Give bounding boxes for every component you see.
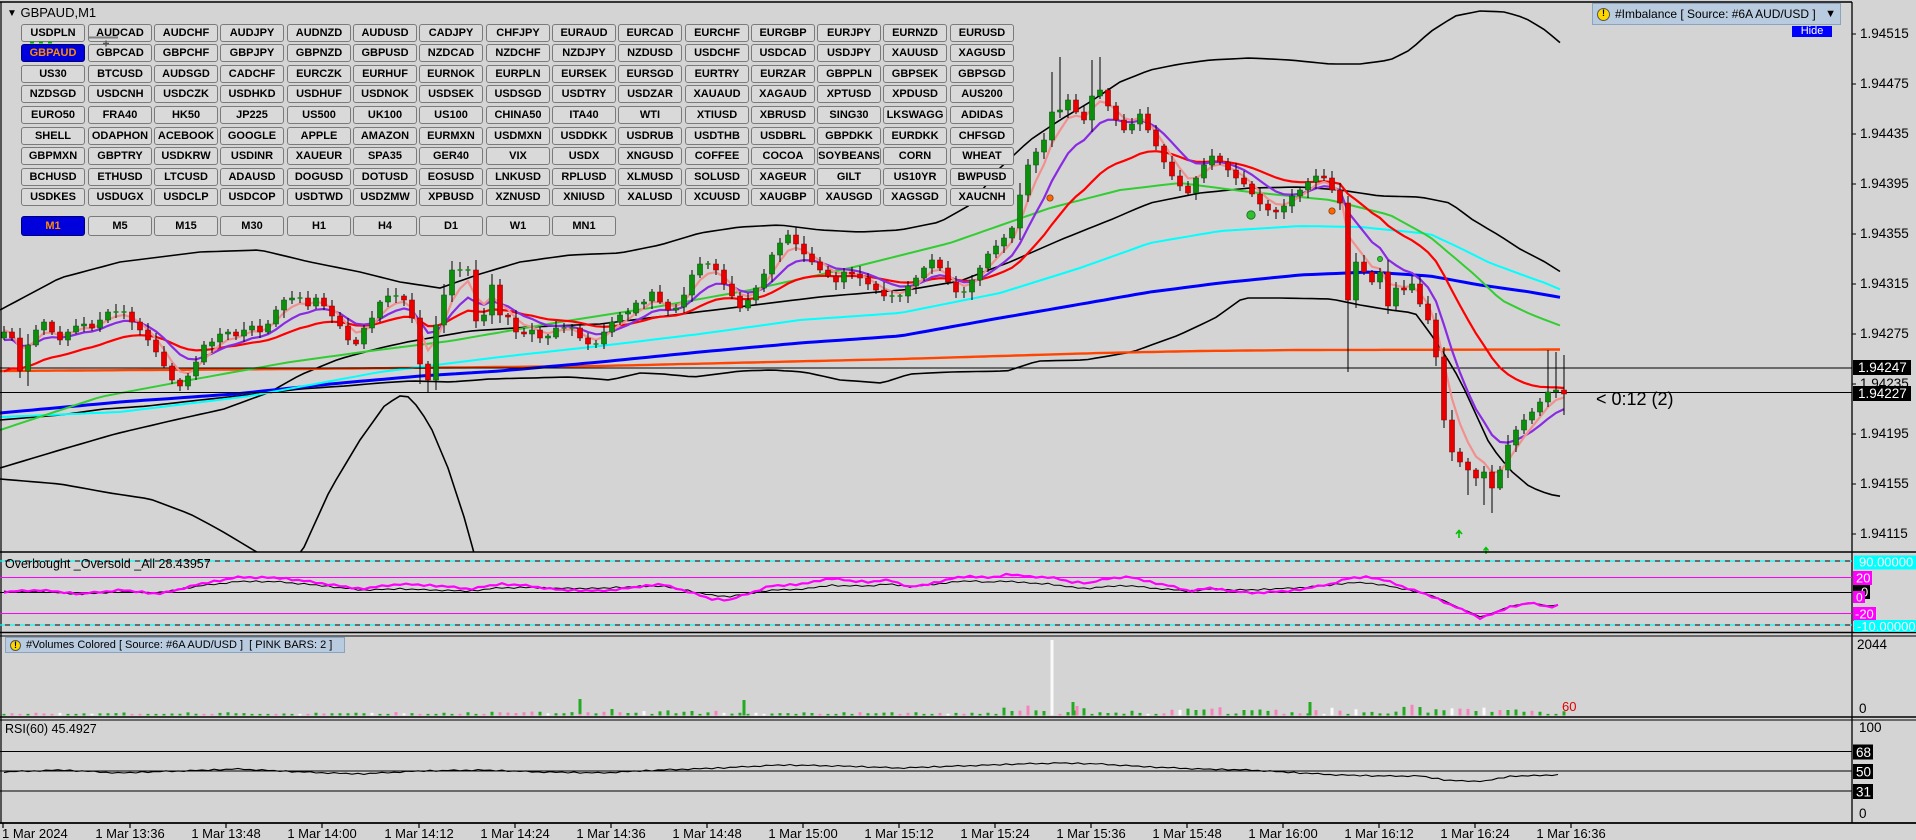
svg-text:1 Mar 14:24: 1 Mar 14:24 bbox=[480, 826, 549, 840]
svg-text:1 Mar 16:36: 1 Mar 16:36 bbox=[1536, 826, 1605, 840]
svg-text:-20: -20 bbox=[1855, 607, 1874, 622]
svg-text:1 Mar 13:36: 1 Mar 13:36 bbox=[95, 826, 164, 840]
svg-text:1.94435: 1.94435 bbox=[1860, 126, 1909, 141]
svg-text:1.94195: 1.94195 bbox=[1860, 426, 1909, 441]
svg-text:0: 0 bbox=[1859, 701, 1867, 716]
svg-text:100: 100 bbox=[1859, 720, 1882, 735]
svg-text:31: 31 bbox=[1856, 785, 1871, 800]
svg-text:1 Mar 14:48: 1 Mar 14:48 bbox=[672, 826, 741, 840]
svg-text:1.94315: 1.94315 bbox=[1860, 276, 1909, 291]
svg-text:< 0:12 (2): < 0:12 (2) bbox=[1596, 389, 1674, 409]
svg-text:1 Mar 15:48: 1 Mar 15:48 bbox=[1152, 826, 1221, 840]
svg-text:1 Mar 13:48: 1 Mar 13:48 bbox=[191, 826, 260, 840]
svg-text:1.94515: 1.94515 bbox=[1860, 26, 1909, 41]
svg-text:1.94227: 1.94227 bbox=[1858, 386, 1907, 401]
svg-text:1.94275: 1.94275 bbox=[1860, 326, 1909, 341]
svg-text:1 Mar 16:24: 1 Mar 16:24 bbox=[1440, 826, 1509, 840]
svg-text:1 Mar 16:00: 1 Mar 16:00 bbox=[1248, 826, 1317, 840]
svg-text:1 Mar 14:36: 1 Mar 14:36 bbox=[576, 826, 645, 840]
svg-text:0: 0 bbox=[1856, 591, 1863, 605]
svg-text:1.94395: 1.94395 bbox=[1860, 176, 1909, 191]
svg-text:1.94247: 1.94247 bbox=[1858, 360, 1907, 375]
svg-text:60: 60 bbox=[1562, 699, 1576, 714]
svg-text:68: 68 bbox=[1856, 745, 1871, 760]
svg-text:1.94355: 1.94355 bbox=[1860, 226, 1909, 241]
svg-text:1 Mar 15:24: 1 Mar 15:24 bbox=[960, 826, 1029, 840]
svg-text:1 Mar 15:36: 1 Mar 15:36 bbox=[1056, 826, 1125, 840]
svg-text:1.94115: 1.94115 bbox=[1860, 526, 1908, 541]
svg-text:20: 20 bbox=[1856, 571, 1870, 586]
svg-text:1 Mar 14:12: 1 Mar 14:12 bbox=[384, 826, 453, 840]
svg-text:50: 50 bbox=[1856, 765, 1871, 780]
svg-text:1.94155: 1.94155 bbox=[1860, 476, 1909, 491]
svg-text:90.00000: 90.00000 bbox=[1859, 555, 1913, 570]
svg-text:2044: 2044 bbox=[1857, 637, 1888, 652]
svg-text:1 Mar 15:00: 1 Mar 15:00 bbox=[768, 826, 837, 840]
svg-text:1 Mar 15:12: 1 Mar 15:12 bbox=[864, 826, 933, 840]
svg-text:Overbought _Oversold _All 28.4: Overbought _Oversold _All 28.43957 bbox=[5, 557, 211, 571]
svg-text:RSI(60) 45.4927: RSI(60) 45.4927 bbox=[5, 722, 97, 736]
svg-text:-10.00000: -10.00000 bbox=[1857, 619, 1916, 634]
svg-text:1.94475: 1.94475 bbox=[1860, 76, 1909, 91]
svg-text:1 Mar 14:00: 1 Mar 14:00 bbox=[287, 826, 356, 840]
svg-text:0: 0 bbox=[1859, 806, 1867, 821]
svg-text:1 Mar 16:12: 1 Mar 16:12 bbox=[1344, 826, 1413, 840]
svg-text:1 Mar 2024: 1 Mar 2024 bbox=[2, 826, 68, 840]
